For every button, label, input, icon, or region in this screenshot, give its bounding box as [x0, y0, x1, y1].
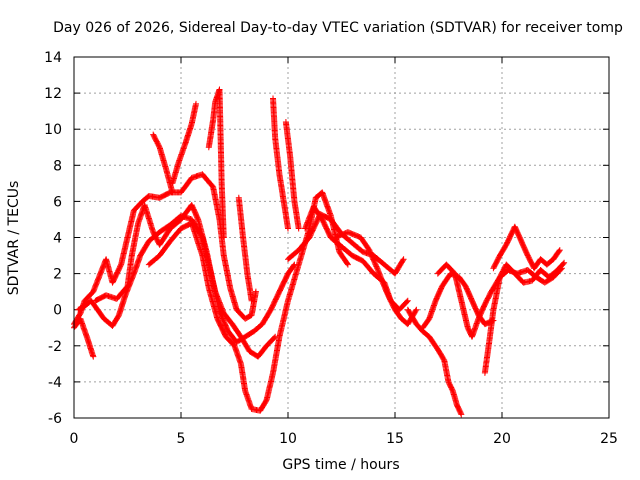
data-point: [404, 297, 411, 304]
y-axis-label: SDTVAR / TECUs: [6, 181, 22, 296]
data-point: [295, 225, 302, 232]
y-tick-label: 10: [44, 122, 62, 138]
series-15: [404, 306, 465, 418]
x-tick-labels: 0 5 10 15 20 25: [70, 431, 618, 447]
data-point: [556, 248, 563, 255]
series-6: [150, 131, 176, 196]
series-19: [490, 223, 563, 272]
series-7: [169, 100, 199, 187]
plot-frame: [73, 56, 610, 419]
series-14: [332, 229, 420, 328]
series-10: [270, 95, 291, 232]
x-tick-label: 15: [386, 431, 404, 447]
data-point: [560, 260, 567, 267]
series-4: [92, 202, 298, 346]
data-point: [458, 411, 465, 418]
data-point: [561, 259, 568, 266]
x-tick-label: 25: [600, 431, 618, 447]
series-18: [481, 259, 568, 376]
data-point: [90, 353, 97, 360]
x-tick-label: 0: [70, 431, 79, 447]
data-point: [252, 288, 259, 295]
data-point: [412, 307, 419, 314]
y-tick-label: 12: [44, 86, 62, 102]
y-tick-label: 14: [44, 50, 62, 66]
x-axis-label: GPS time / hours: [282, 457, 399, 473]
data-point: [413, 306, 420, 313]
x-tick-label: 20: [493, 431, 511, 447]
y-tick-label: 6: [53, 194, 62, 210]
chart-title: Day 026 of 2026, Sidereal Day-to-day VTE…: [53, 20, 623, 36]
series-1: [71, 171, 259, 328]
data-point: [248, 297, 255, 304]
series-9: [235, 194, 255, 304]
y-tick-labels: -6 -4 -2 0 2 4 6 8 10 12 14: [44, 50, 62, 427]
y-tick-label: -6: [48, 411, 62, 427]
x-tick-label: 5: [177, 431, 186, 447]
data-point: [344, 260, 351, 267]
data-point: [169, 189, 176, 196]
y-tick-label: 0: [53, 303, 62, 319]
data-point: [404, 298, 410, 305]
y-tick-label: 2: [53, 267, 62, 283]
x-tick-label: 10: [279, 431, 297, 447]
data-point: [399, 257, 406, 264]
data-point: [220, 234, 227, 241]
series-12: [285, 211, 407, 277]
data-point: [344, 261, 351, 268]
y-tick-label: 8: [53, 158, 62, 174]
data-point: [193, 100, 199, 107]
y-tick-label: -2: [48, 339, 62, 355]
data-point: [285, 225, 291, 232]
y-tick-label: 4: [53, 231, 62, 247]
series-8: [205, 86, 227, 241]
series-2: [71, 315, 97, 360]
y-tick-label: -4: [48, 375, 62, 391]
data-point: [556, 247, 563, 254]
series-11: [282, 119, 302, 232]
plot-series: [71, 86, 568, 418]
data-point: [400, 256, 407, 263]
